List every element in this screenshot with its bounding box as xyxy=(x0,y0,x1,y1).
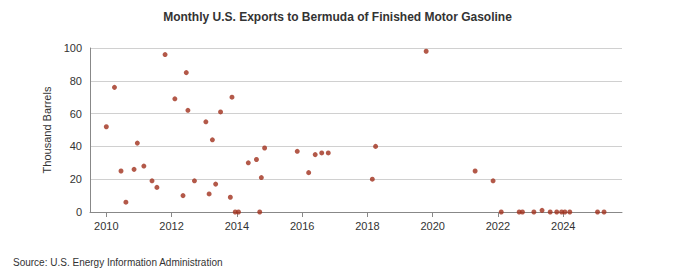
svg-text:2024: 2024 xyxy=(551,220,575,232)
svg-text:2020: 2020 xyxy=(420,220,444,232)
svg-text:2014: 2014 xyxy=(225,220,249,232)
svg-text:Monthly U.S. Exports to Bermud: Monthly U.S. Exports to Bermuda of Finis… xyxy=(163,10,512,24)
svg-text:0: 0 xyxy=(76,206,82,218)
svg-text:2018: 2018 xyxy=(355,220,379,232)
svg-text:2022: 2022 xyxy=(486,220,510,232)
svg-text:2012: 2012 xyxy=(159,220,183,232)
svg-text:80: 80 xyxy=(70,75,82,87)
svg-text:40: 40 xyxy=(70,140,82,152)
svg-text:20: 20 xyxy=(70,173,82,185)
svg-text:60: 60 xyxy=(70,108,82,120)
svg-text:Source: U.S. Energy Informatio: Source: U.S. Energy Information Administ… xyxy=(13,257,223,268)
svg-text:100: 100 xyxy=(64,42,82,54)
svg-text:2016: 2016 xyxy=(290,220,314,232)
svg-text:Thousand Barrels: Thousand Barrels xyxy=(41,86,53,173)
svg-text:2010: 2010 xyxy=(94,220,118,232)
